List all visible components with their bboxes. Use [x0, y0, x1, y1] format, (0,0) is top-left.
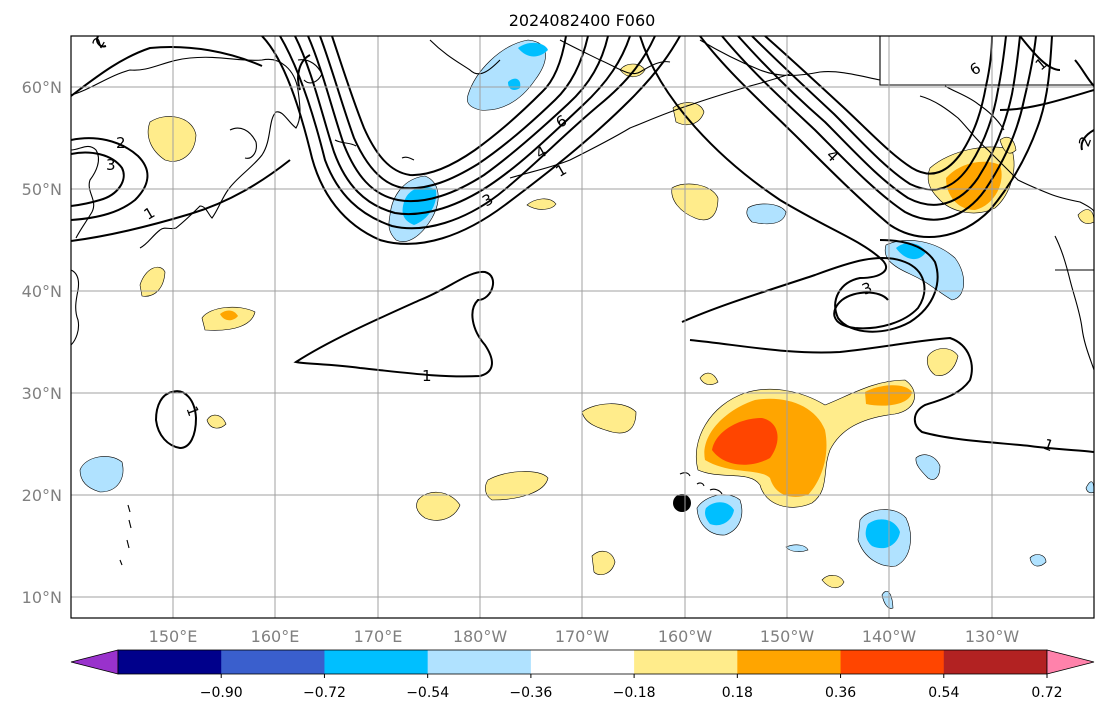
contour-line — [71, 151, 125, 207]
colorbar-tick-label: 0.54 — [928, 685, 959, 701]
contour-line — [639, 36, 939, 333]
colorbar-segment — [324, 650, 429, 674]
lon-label: 160°W — [658, 627, 713, 646]
contour-line — [689, 336, 1094, 453]
contour-line — [261, 36, 681, 245]
lon-label: 170°W — [555, 627, 610, 646]
contour-line — [1074, 59, 1094, 87]
colorbar-segments — [117, 649, 1048, 675]
colorbar-segment — [427, 650, 532, 674]
colorbar-segment — [840, 650, 945, 674]
contour-line — [1080, 129, 1094, 151]
longitude-labels: 150°E 160°E 170°E 180°W 170°W 160°W 150°… — [149, 627, 1020, 646]
contour-line — [999, 89, 1094, 111]
contour-line — [297, 54, 311, 91]
map-title: 2024082400 F060 — [509, 11, 656, 30]
colorbar-extend-low — [70, 649, 119, 675]
colorbar-tick-label: −0.54 — [406, 685, 449, 701]
colorbar-segment — [530, 650, 635, 674]
anomaly-positive-core — [712, 418, 778, 465]
contour-line — [293, 270, 495, 378]
colorbar-segment — [221, 650, 325, 674]
lat-label: 30°N — [22, 384, 62, 403]
colorbar-tick-label: 0.18 — [722, 685, 753, 701]
contour-line — [699, 36, 1053, 238]
contour-line — [71, 137, 149, 221]
contour-line — [721, 36, 1037, 221]
contour-label: 1 — [422, 367, 432, 385]
contour-line — [96, 36, 107, 48]
contour-line — [307, 36, 609, 203]
contour-label: 3 — [106, 156, 116, 174]
colorbar-tick-label: −0.72 — [303, 685, 346, 701]
latitude-labels: 60°N 50°N 40°N 30°N 20°N 10°N — [22, 78, 62, 607]
lon-label: 150°E — [149, 627, 198, 646]
lat-label: 40°N — [22, 282, 62, 301]
contour-line — [294, 36, 631, 216]
lat-label: 10°N — [22, 588, 62, 607]
colorbar-segment — [943, 650, 1048, 674]
colorbar-segment — [118, 650, 222, 674]
gridlines — [71, 36, 1094, 618]
contour-line — [737, 36, 1021, 206]
colorbar-tick-label: −0.90 — [200, 685, 243, 701]
colorbar-segment — [634, 650, 738, 674]
colorbar-tick-label: 0.72 — [1031, 685, 1062, 701]
lat-label: 50°N — [22, 180, 62, 199]
contour-line — [681, 256, 926, 330]
lon-label: 180°W — [453, 627, 508, 646]
lon-label: 140°W — [862, 627, 917, 646]
contour-label: 2 — [116, 134, 126, 152]
lat-label: 60°N — [22, 78, 62, 97]
lat-label: 20°N — [22, 486, 62, 505]
colorbar-extend-high — [1046, 649, 1095, 675]
colorbar-segment — [737, 650, 842, 674]
contour-line — [764, 36, 993, 175]
colorbar-tick-labels: −0.90 −0.72 −0.54 −0.36 −0.18 0.18 0.36 0.54 0.7… — [200, 674, 1063, 701]
storm-center-dot — [673, 494, 691, 512]
lon-label: 160°E — [251, 627, 300, 646]
colorbar-tick-label: −0.36 — [509, 685, 552, 701]
contour-line — [71, 159, 291, 242]
lon-label: 130°W — [965, 627, 1020, 646]
lon-label: 150°W — [760, 627, 815, 646]
map-frame — [70, 35, 1095, 619]
contour-line — [71, 45, 263, 97]
shaded-anomalies — [79, 39, 1094, 609]
contour-line — [279, 36, 656, 230]
colorbar-tick-label: −0.18 — [613, 685, 656, 701]
colorbar: −0.90 −0.72 −0.54 −0.36 −0.18 0.18 0.36 0.54 0.7… — [70, 649, 1095, 701]
contour-line — [154, 390, 198, 450]
colorbar-tick-label: 0.36 — [825, 685, 856, 701]
coastlines — [71, 36, 1094, 566]
contour-line — [331, 36, 567, 177]
contour-line — [1019, 36, 1061, 71]
lon-label: 170°E — [354, 627, 403, 646]
contour-line — [319, 36, 589, 190]
